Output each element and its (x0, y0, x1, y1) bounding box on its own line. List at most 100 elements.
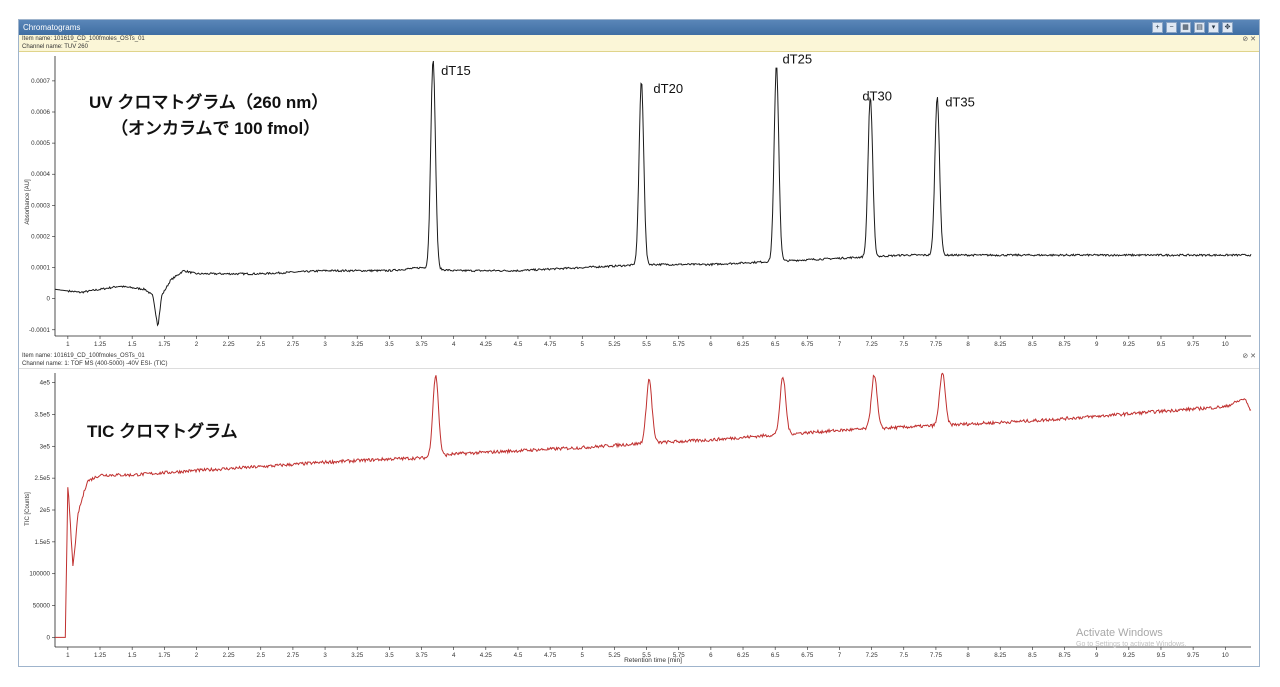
uv-x-tick-label: 2.5 (256, 341, 265, 348)
uv-x-tick-label: 3 (323, 341, 327, 348)
tic-x-tick-label: 5 (581, 652, 585, 659)
tic-x-tick-label: 6.25 (737, 652, 750, 659)
tic-y-tick-label: 2e5 (40, 507, 51, 514)
tic-x-tick-label: 7.75 (930, 652, 943, 659)
uv-x-tick-label: 1.5 (128, 341, 137, 348)
tic-x-tick-label: 4.25 (480, 652, 493, 659)
tic-channel-name: Channel name: 1: TOF MS (400-5000) -40V … (22, 361, 168, 367)
tic-x-tick-label: 8.25 (994, 652, 1007, 659)
uv-item-name: Item name: 101619_CD_100fmoles_OSTs_01 (22, 36, 145, 42)
peak-label-dt35: dT35 (945, 94, 975, 109)
tic-x-tick-label: 2.25 (223, 652, 236, 659)
tic-x-tick-label: 10 (1222, 652, 1229, 659)
toolbar: + − ▦ ▤ ▾ ✥ (1152, 22, 1233, 33)
peak-label-dt30: dT30 (862, 88, 892, 103)
uv-annotation-subtitle: （オンカラムで 100 fmol） (111, 118, 320, 138)
uv-y-tick-label: 0.0004 (31, 171, 50, 178)
uv-y-tick-label: 0.0005 (31, 140, 50, 147)
peak-label-dt15: dT15 (441, 63, 471, 78)
tic-y-tick-label: 1.5e5 (35, 539, 51, 546)
tic-y-tick-label: 3e5 (40, 443, 51, 450)
uv-x-tick-label: 7 (838, 341, 842, 348)
uv-x-tick-label: 4 (452, 341, 456, 348)
uv-x-tick-label: 6.75 (801, 341, 814, 348)
uv-x-tick-label: 5.75 (673, 341, 686, 348)
uv-x-tick-label: 1.25 (94, 341, 107, 348)
watermark-line2: Go to Settings to activate Windows. (1076, 641, 1187, 648)
tic-x-tick-label: 4.5 (514, 652, 523, 659)
activate-windows-watermark: Activate Windows Go to Settings to activ… (1076, 627, 1187, 648)
uv-panel-close-icon[interactable]: ⊘ ✕ (1242, 36, 1256, 43)
uv-x-tick-label: 5.5 (642, 341, 651, 348)
uv-y-tick-label: -0.0001 (29, 327, 51, 334)
tic-x-tick-label: 5.75 (673, 652, 686, 659)
uv-x-tick-label: 9.25 (1123, 341, 1136, 348)
dropdown-icon[interactable]: ▾ (1208, 22, 1219, 33)
tic-y-axis-label: TIC [Counts] (25, 492, 31, 526)
tic-y-tick-label: 2.5e5 (35, 475, 51, 482)
uv-x-tick-label: 1 (66, 341, 70, 348)
tic-trace-line (55, 372, 1252, 638)
tic-x-tick-label: 4 (452, 652, 456, 659)
uv-x-tick-label: 1.75 (158, 341, 171, 348)
uv-y-tick-label: 0.0007 (31, 78, 50, 85)
uv-y-tick-label: 0.0002 (31, 233, 50, 240)
uv-y-tick-label: 0 (47, 296, 51, 303)
tic-x-tick-label: 7.5 (899, 652, 908, 659)
pin-icon[interactable]: ✥ (1222, 22, 1233, 33)
tic-panel-close-icon[interactable]: ⊘ ✕ (1242, 353, 1256, 360)
uv-panel-header: Item name: 101619_CD_100fmoles_OSTs_01 C… (19, 35, 1259, 52)
uv-x-tick-label: 3.25 (351, 341, 364, 348)
tic-y-tick-label: 3.5e5 (35, 411, 51, 418)
grid-icon[interactable]: ▦ (1180, 22, 1191, 33)
tic-x-tick-label: 9.75 (1187, 652, 1200, 659)
uv-x-tick-label: 4.25 (480, 341, 493, 348)
tic-x-tick-label: 8.5 (1028, 652, 1037, 659)
tic-annotation-title: TIC クロマトグラム (87, 421, 238, 441)
tic-x-tick-label: 9.25 (1123, 652, 1136, 659)
tic-x-tick-label: 2.5 (256, 652, 265, 659)
uv-y-axis-label: Absorbance [AU] (25, 179, 31, 225)
uv-y-tick-label: 0.0006 (31, 109, 50, 116)
watermark-line1: Activate Windows (1076, 627, 1163, 639)
uv-annotation-title: UV クロマトグラム（260 nm） (89, 92, 328, 112)
uv-x-tick-label: 10 (1222, 341, 1229, 348)
tic-x-tick-label: 6 (709, 652, 713, 659)
peak-label-dt20: dT20 (653, 81, 683, 96)
uv-y-tick-label: 0.0003 (31, 202, 50, 209)
uv-x-tick-label: 6.5 (771, 341, 780, 348)
uv-x-tick-label: 7.5 (899, 341, 908, 348)
uv-x-tick-label: 4.75 (544, 341, 557, 348)
uv-trace-line (54, 60, 1252, 327)
uv-x-tick-label: 4.5 (514, 341, 523, 348)
tic-x-tick-label: 3.5 (385, 652, 394, 659)
tic-x-tick-label: 2.75 (287, 652, 300, 659)
tic-x-axis-label: Retention time [min] (624, 657, 682, 664)
zoom-out-icon[interactable]: − (1166, 22, 1177, 33)
tic-y-tick-label: 0 (47, 634, 51, 641)
tic-x-tick-label: 6.75 (801, 652, 814, 659)
window-title: Chromatograms (23, 23, 81, 32)
tic-y-tick-label: 100000 (29, 571, 50, 578)
peak-label-dt25: dT25 (782, 52, 812, 66)
uv-y-tick-label: 0.0001 (31, 265, 50, 272)
uv-x-tick-label: 9 (1095, 341, 1099, 348)
export-icon[interactable]: ▤ (1194, 22, 1205, 33)
tic-y-tick-label: 50000 (33, 603, 51, 610)
uv-x-tick-label: 7.75 (930, 341, 943, 348)
uv-x-tick-label: 8.25 (994, 341, 1007, 348)
tic-x-tick-label: 6.5 (771, 652, 780, 659)
uv-x-tick-label: 5.25 (608, 341, 621, 348)
uv-x-tick-label: 2.25 (223, 341, 236, 348)
tic-x-tick-label: 1.25 (94, 652, 107, 659)
tic-chromatogram-chart: 0 50000 100000 1.5e5 2e5 2.5e5 3e5 3.5e5 4e5 1 1.… (25, 372, 1252, 664)
uv-x-tick-label: 3.5 (385, 341, 394, 348)
tic-x-tick-label: 7 (838, 652, 842, 659)
tic-x-tick-label: 4.75 (544, 652, 557, 659)
chromatogram-window: Chromatograms + − ▦ ▤ ▾ ✥ Item name: 101… (18, 19, 1260, 667)
zoom-in-icon[interactable]: + (1152, 22, 1163, 33)
uv-x-tick-label: 6.25 (737, 341, 750, 348)
uv-chromatogram-chart: -0.0001 0 0.0001 0.0002 0.0003 0.0004 0.0005 0.… (25, 52, 1252, 348)
tic-x-tick-label: 3 (323, 652, 327, 659)
tic-y-tick-label: 4e5 (40, 380, 51, 387)
